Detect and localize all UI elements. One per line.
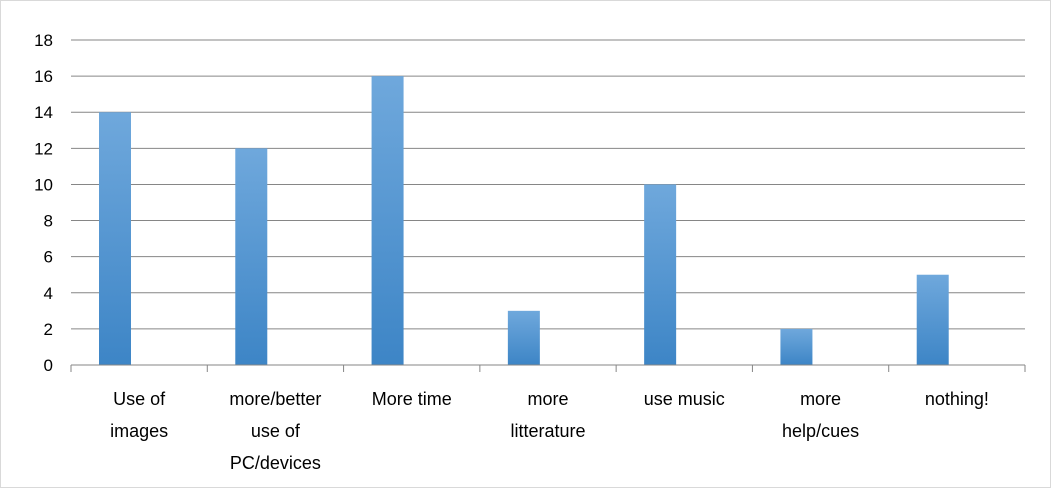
y-tick-label: 12 — [34, 139, 53, 158]
x-axis — [70, 364, 1026, 372]
bar — [235, 148, 268, 365]
bar — [780, 328, 813, 365]
bar — [99, 112, 131, 365]
y-axis-ticks: 0 2 4 6 8 10 12 14 16 18 — [34, 31, 53, 375]
y-tick-label: 2 — [44, 320, 53, 339]
x-category-label: More time — [372, 389, 452, 409]
x-axis-labels: Use of images more/better use of PC/devices M… — [110, 389, 989, 473]
bar — [507, 310, 540, 365]
x-category-label: more litterature — [510, 389, 585, 441]
y-tick-label: 4 — [44, 284, 53, 303]
x-category-label: more/better use of PC/devices — [229, 389, 321, 473]
bar — [916, 274, 949, 365]
y-tick-label: 18 — [34, 31, 53, 50]
x-category-label: Use of images — [110, 389, 168, 441]
y-tick-label: 10 — [34, 175, 53, 194]
x-category-label: more help/cues — [782, 389, 859, 441]
x-category-label: use music — [644, 389, 725, 409]
x-category-label: nothing! — [925, 389, 989, 409]
y-tick-label: 14 — [34, 103, 53, 122]
y-tick-label: 6 — [44, 248, 53, 267]
bar — [371, 76, 404, 365]
y-tick-label: 0 — [44, 356, 53, 375]
grid-lines — [71, 39, 1025, 330]
y-tick-label: 16 — [34, 67, 53, 86]
y-tick-label: 8 — [44, 212, 53, 231]
bar — [644, 184, 677, 365]
bars — [99, 76, 949, 365]
